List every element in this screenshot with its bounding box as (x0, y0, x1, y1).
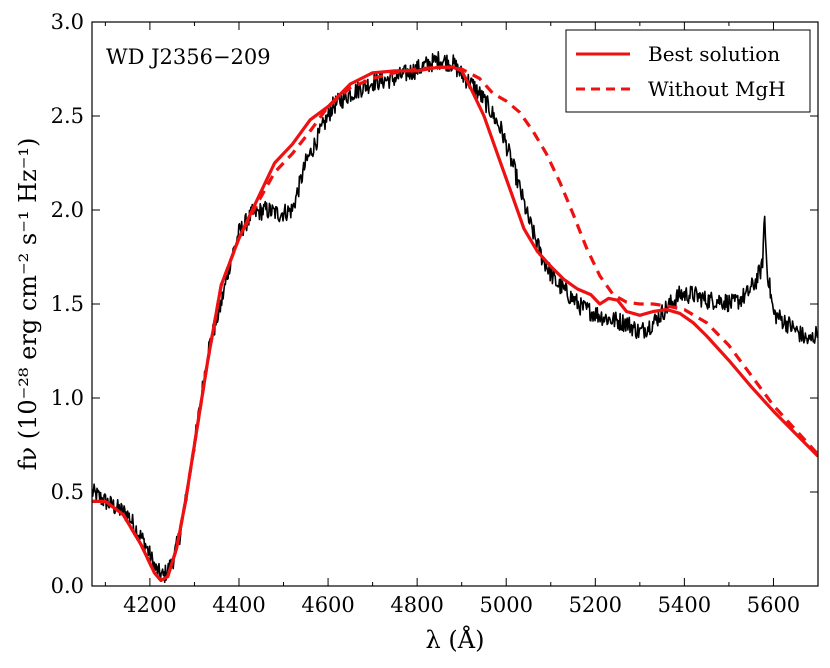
x-tick-label: 4200 (123, 593, 176, 617)
x-tick-label: 4800 (390, 593, 443, 617)
legend-label-best: Best solution (648, 42, 780, 66)
x-tick-label: 5200 (569, 593, 622, 617)
series-without-mgh (92, 65, 818, 583)
y-tick-label: 2.0 (51, 198, 84, 222)
x-tick-label: 5000 (479, 593, 532, 617)
plot-frame (91, 21, 819, 587)
y-axis-title: fν (10⁻²⁸ erg cm⁻² s⁻¹ Hz⁻¹) (14, 138, 42, 471)
y-tick-label: 3.0 (51, 10, 84, 34)
target-annotation: WD J2356−209 (106, 45, 271, 69)
x-tick-label: 5400 (658, 593, 711, 617)
y-tick-label: 0.5 (51, 480, 84, 504)
legend: Best solution Without MgH (565, 29, 811, 113)
x-axis-title: λ (Å) (426, 625, 485, 654)
x-tick-label: 4600 (301, 593, 354, 617)
x-tick-label: 4400 (212, 593, 265, 617)
legend-label-without-mgh: Without MgH (648, 77, 786, 101)
x-tick-label: 5600 (747, 593, 800, 617)
y-tick-label: 1.5 (51, 292, 84, 316)
y-tick-label: 1.0 (51, 386, 84, 410)
plot-area (92, 22, 818, 586)
y-tick-label: 2.5 (51, 104, 84, 128)
legend-box (565, 29, 811, 113)
y-tick-label: 0.0 (51, 574, 84, 598)
